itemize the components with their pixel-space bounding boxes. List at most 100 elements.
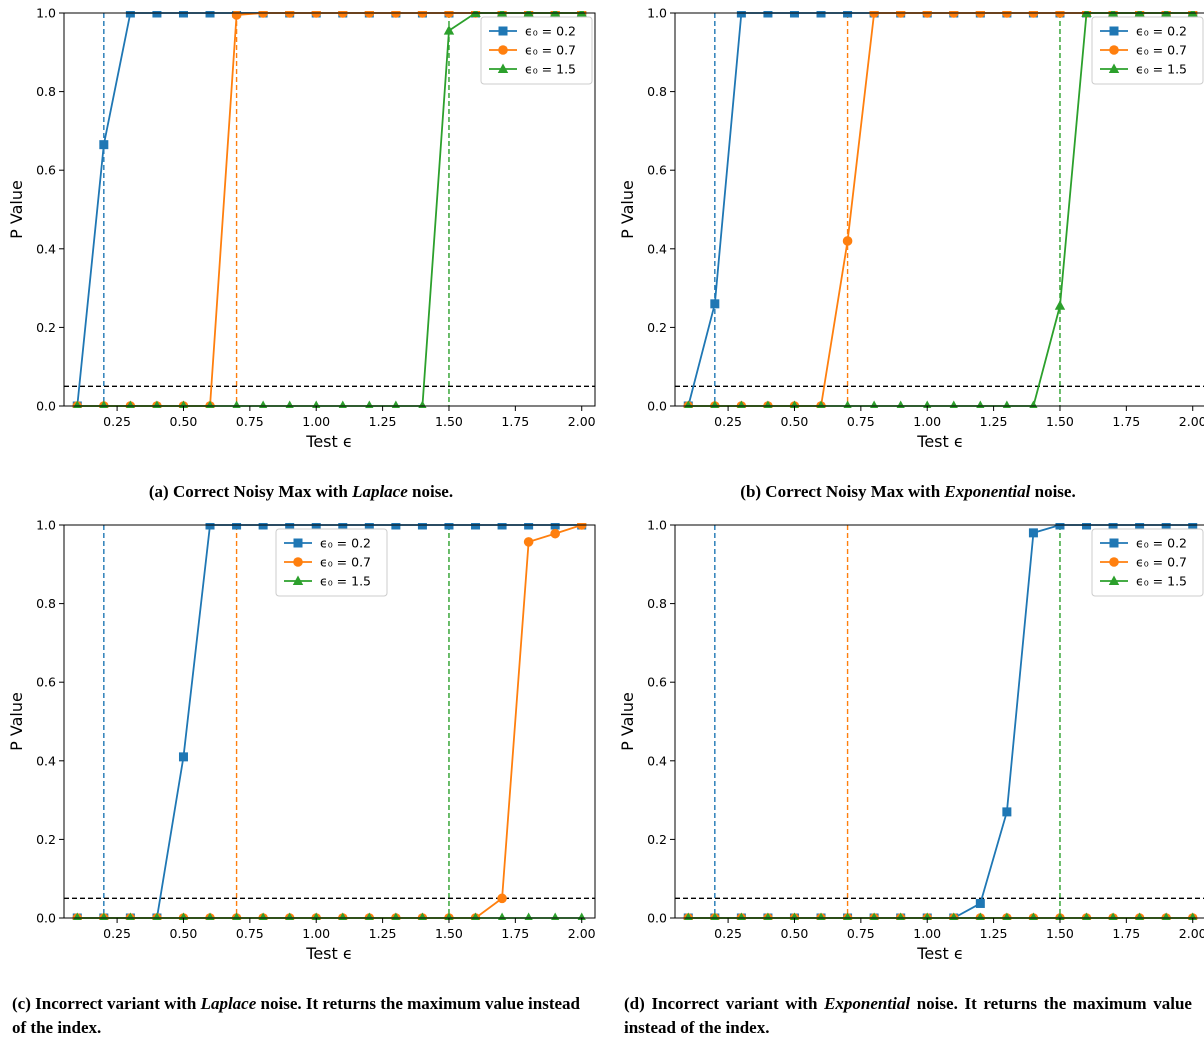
y-axis-label: P Value — [618, 692, 637, 751]
caption-c-prefix: (c) Incorrect variant with — [12, 994, 201, 1013]
legend-label: ϵ₀ = 0.2 — [1136, 536, 1187, 551]
data-point — [763, 11, 773, 18]
legend-marker — [1109, 538, 1119, 548]
legend-label: ϵ₀ = 1.5 — [1136, 574, 1187, 589]
x-tick-label: 2.00 — [1179, 414, 1204, 429]
x-tick-label: 1.50 — [435, 926, 463, 941]
data-point — [816, 11, 826, 18]
y-tick-label: 0.0 — [647, 399, 667, 414]
data-point — [1054, 300, 1066, 310]
chart-a: 0.0 0.2 0.4 0.6 0.8 1.0 0.25 0.50 0.75 1.00 1.25 1.… — [7, 6, 596, 452]
data-point — [258, 523, 268, 530]
y-tick-label: 0.8 — [36, 84, 56, 99]
legend-box — [275, 528, 388, 597]
axes-frame — [63, 12, 596, 407]
legend-box — [1091, 528, 1204, 597]
x-tick-label: 0.50 — [170, 926, 198, 941]
x-tick-label: 0.25 — [714, 414, 742, 429]
reference-vlines — [714, 13, 1061, 406]
legend-marker — [1109, 26, 1119, 36]
caption-a-noise: Laplace — [352, 482, 408, 501]
data-point — [843, 11, 853, 18]
y-tick-label: 0.6 — [647, 675, 667, 690]
x-tick-label: 1.00 — [913, 926, 941, 941]
data-point — [1188, 523, 1198, 530]
x-tick-label: 0.25 — [103, 414, 131, 429]
legend-marker — [497, 63, 509, 73]
x-tick-label: 0.50 — [781, 926, 809, 941]
y-tick-label: 0.6 — [36, 163, 56, 178]
x-tick-label: 1.25 — [369, 926, 397, 941]
caption-d: (d) Incorrect variant with Exponential n… — [624, 992, 1192, 1040]
data-point — [497, 893, 507, 904]
data-point — [1002, 807, 1012, 817]
x-tick-label: 1.75 — [1112, 414, 1140, 429]
chart-panel-a: 0.0 0.2 0.4 0.6 0.8 1.0 0.25 0.50 0.75 1.00 1.25 1.… — [0, 0, 602, 510]
data-point — [710, 299, 720, 309]
data-point — [444, 523, 454, 530]
legend: ϵ₀ = 0.2 ϵ₀ = 0.7 ϵ₀ = 1.5 — [275, 528, 388, 597]
x-tick-label: 1.50 — [1046, 414, 1074, 429]
x-tick-label: 1.00 — [302, 414, 330, 429]
data-point — [1161, 523, 1171, 530]
legend-label: ϵ₀ = 0.7 — [525, 43, 576, 58]
x-axis-label: Test ϵ — [305, 432, 352, 451]
axes-frame — [63, 524, 596, 919]
caption-a-prefix: (a) Correct Noisy Max with — [148, 482, 353, 501]
y-tick-label: 1.0 — [647, 6, 667, 21]
x-tick-label: 1.75 — [1112, 926, 1140, 941]
chart-panel-d: 0.0 0.2 0.4 0.6 0.8 1.0 0.25 0.50 0.75 1.00 1.25 1.… — [612, 512, 1204, 1041]
legend-marker — [498, 45, 508, 55]
caption-b: (b) Correct Noisy Max with Exponential n… — [612, 480, 1204, 504]
y-tick-label: 1.0 — [36, 518, 56, 533]
y-tick-label: 1.0 — [647, 518, 667, 533]
x-tick-label: 2.00 — [1179, 926, 1204, 941]
y-tick-label: 0.2 — [36, 320, 56, 335]
data-point — [417, 523, 427, 530]
reference-vlines — [714, 525, 1061, 918]
x-tick-label: 0.75 — [847, 926, 875, 941]
data-point — [842, 236, 853, 246]
legend-label: ϵ₀ = 0.7 — [1136, 555, 1187, 570]
chart-d: 0.0 0.2 0.4 0.6 0.8 1.0 0.25 0.50 0.75 1.00 1.25 1.… — [618, 518, 1204, 963]
legend-marker — [1108, 63, 1120, 73]
data-point — [550, 528, 560, 539]
data-point — [523, 537, 534, 547]
legend: ϵ₀ = 0.2 ϵ₀ = 0.7 ϵ₀ = 1.5 — [1091, 528, 1204, 597]
y-tick-label: 0.6 — [36, 675, 56, 690]
reference-vlines — [103, 525, 450, 918]
caption-a-suffix: noise. — [407, 482, 454, 501]
y-tick-label: 0.4 — [647, 241, 667, 256]
y-tick-label: 0.0 — [36, 399, 56, 414]
legend-label: ϵ₀ = 0.7 — [1136, 43, 1187, 58]
y-axis-label: P Value — [7, 692, 26, 751]
caption-d-noise: Exponential — [824, 994, 911, 1013]
chart-panel-b: 0.0 0.2 0.4 0.6 0.8 1.0 0.25 0.50 0.75 1.00 1.25 1.… — [612, 0, 1204, 510]
data-point — [178, 752, 188, 762]
x-tick-label: 1.50 — [435, 414, 463, 429]
caption-c-noise: Laplace — [200, 994, 257, 1013]
data-point — [975, 898, 985, 908]
legend-label: ϵ₀ = 1.5 — [525, 62, 576, 77]
legend-marker — [293, 557, 303, 567]
data-point — [497, 523, 507, 530]
data-point — [550, 523, 560, 530]
y-tick-label: 0.4 — [36, 241, 56, 256]
x-tick-label: 1.50 — [1046, 926, 1074, 941]
axes-frame — [674, 524, 1204, 919]
y-tick-label: 1.0 — [36, 6, 56, 21]
y-tick-label: 0.4 — [36, 753, 56, 768]
data-point — [1028, 528, 1038, 538]
legend-marker — [293, 538, 303, 548]
data-point — [736, 11, 746, 18]
y-tick-label: 0.6 — [647, 163, 667, 178]
x-tick-label: 2.00 — [568, 926, 596, 941]
y-tick-label: 0.2 — [647, 832, 667, 847]
data-point — [338, 523, 348, 530]
legend-marker — [292, 575, 304, 585]
data-point — [205, 11, 215, 18]
caption-a: (a) Correct Noisy Max with Laplace noise… — [0, 480, 602, 504]
chart-c: 0.0 0.2 0.4 0.6 0.8 1.0 0.25 0.50 0.75 1.00 1.25 1.… — [7, 518, 596, 964]
data-point — [311, 523, 321, 530]
y-tick-label: 0.0 — [36, 911, 56, 926]
